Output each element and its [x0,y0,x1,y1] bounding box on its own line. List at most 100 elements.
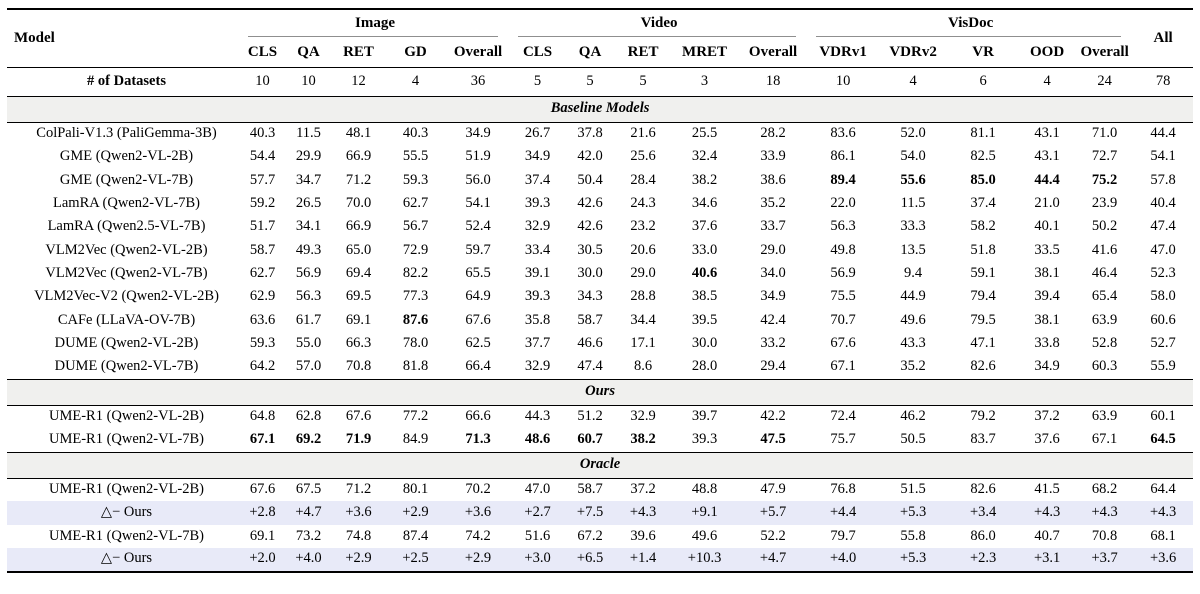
group-header-row: Model Image Video VisDoc All [7,9,1194,68]
score-cell: 68.1 [1150,527,1176,544]
score-cell: 50.2 [1091,218,1118,235]
score-cell: 81.8 [402,358,429,375]
score-cell: 21.6 [630,124,656,141]
score-cell: +5.3 [878,548,949,572]
score-cell: 42.0 [577,148,603,165]
score-cell: 67.1 [1091,431,1118,448]
score-cell: +4.0 [808,548,879,572]
section-title: Oracle [7,451,1194,479]
model-name-cell: △− Ours [7,501,240,525]
table-row: DUME (Qwen2-VL-7B) 64.2 57.0 70.8 81.8 66.4 32… [7,356,1193,379]
score-cell: +4.3 [1076,501,1134,525]
score-cell: 44.4 [1150,124,1176,141]
score-cell: 58.7 [577,481,603,498]
table-body: # of Datasets 10 10 12 4 36 5 5 5 3 18 10 4 6 4 24 78 Bas… [7,67,1194,572]
datasets-count: 78 [1155,72,1171,89]
col-header-video-qa: QA [565,37,616,68]
score-cell: 75.7 [830,431,856,448]
score-cell: 69.2 [295,431,322,448]
score-cell: +3.4 [948,501,1019,525]
score-cell: 40.6 [691,265,718,282]
score-cell: 26.7 [524,124,551,141]
table-row: UME-R1 (Qwen2-VL-7B) 67.1 69.2 71.9 84.9 71.3… [7,429,1193,452]
score-cell: +5.3 [878,501,949,525]
score-cell: +4.3 [1018,501,1077,525]
score-cell: +4.3 [615,501,672,525]
score-cell: 74.2 [465,527,491,544]
score-cell: 33.4 [524,241,551,258]
score-cell: 39.7 [691,408,718,425]
score-cell: 56.3 [295,288,322,305]
score-cell: 59.7 [465,241,491,258]
score-cell: 34.9 [1034,358,1060,375]
col-header-image-gd: GD [385,37,446,68]
score-cell: 20.6 [630,241,656,258]
score-cell: 39.1 [524,265,551,282]
group-underline [248,36,499,37]
score-cell: 44.4 [1034,171,1060,188]
score-cell: 40.1 [1034,218,1060,235]
score-cell: 23.9 [1091,194,1118,211]
datasets-count: 4 [1043,72,1051,89]
score-cell: 29.0 [760,241,786,258]
score-cell: 67.6 [249,481,276,498]
score-cell: 56.9 [830,265,856,282]
score-cell: 34.9 [524,148,551,165]
datasets-count: 18 [765,72,781,89]
score-cell: 72.4 [830,408,856,425]
table-row: VLM2Vec (Qwen2-VL-7B) 62.7 56.9 69.4 82.2 65.… [7,262,1193,285]
score-cell: 37.4 [970,194,996,211]
score-cell: 17.1 [630,335,656,352]
table-row: GME (Qwen2-VL-7B) 57.7 34.7 71.2 59.3 56.0 37.… [7,169,1193,192]
score-cell: 13.5 [900,241,926,258]
score-cell: 49.3 [295,241,322,258]
model-name-cell: DUME (Qwen2-VL-2B) [54,335,199,352]
score-cell: +2.9 [332,548,385,572]
col-header-visdoc-vr: VR [948,37,1019,68]
score-cell: 33.9 [760,148,786,165]
score-cell: 38.1 [1034,265,1060,282]
score-cell: 42.6 [577,194,603,211]
score-cell: +3.6 [1133,548,1194,572]
score-cell: 51.7 [249,218,276,235]
score-cell: +2.9 [446,548,511,572]
score-cell: 83.7 [970,431,996,448]
score-cell: 39.3 [524,288,551,305]
score-cell: 51.9 [465,148,491,165]
score-cell: 56.7 [402,218,429,235]
score-cell: 46.4 [1091,265,1118,282]
score-cell: 34.4 [630,311,656,328]
model-name-cell: UME-R1 (Qwen2-VL-7B) [48,527,205,544]
score-cell: 32.9 [524,218,551,235]
model-name-cell: LamRA (Qwen2.5-VL-7B) [47,218,206,235]
score-cell: 34.7 [295,171,322,188]
score-cell: 32.9 [630,408,656,425]
model-name-cell: CAFe (LLaVA-OV-7B) [57,311,196,328]
score-cell: 21.0 [1034,194,1060,211]
score-cell: 28.8 [630,288,656,305]
score-cell: 89.4 [830,171,856,188]
col-header-all: All [1133,9,1194,68]
score-cell: 68.2 [1091,481,1118,498]
score-cell: 58.7 [577,311,603,328]
score-cell: 77.3 [402,288,429,305]
section-title: Baseline Models [7,95,1194,123]
score-cell: 44.9 [900,288,926,305]
table-row: △− Ours +2.8 +4.7 +3.6 +2.9 +3.6 +2.7 +7.5 +4.3 +… [7,501,1194,525]
score-cell: 11.5 [296,124,321,141]
table-row: GME (Qwen2-VL-2B) 54.4 29.9 66.9 55.5 51.9 34.… [7,145,1193,168]
score-cell: 51.6 [524,527,551,544]
score-cell: 40.3 [249,124,276,141]
group-underline [518,36,797,37]
table-row: UME-R1 (Qwen2-VL-7B) 69.1 73.2 74.8 87.4 74.2… [7,525,1193,548]
score-cell: 47.1 [970,335,996,352]
score-cell: 58.0 [1150,288,1176,305]
score-cell: 30.5 [577,241,603,258]
model-name-cell: DUME (Qwen2-VL-7B) [54,358,199,375]
score-cell: 34.0 [760,265,786,282]
table-row: △− Ours +2.0 +4.0 +2.9 +2.5 +2.9 +3.0 +6.5 +1.4 +… [7,548,1194,572]
score-cell: 33.7 [760,218,786,235]
score-cell: 35.8 [524,311,551,328]
score-cell: 34.1 [295,218,322,235]
table-row: UME-R1 (Qwen2-VL-2B) 67.6 67.5 71.2 80.1 70.2… [7,478,1193,501]
